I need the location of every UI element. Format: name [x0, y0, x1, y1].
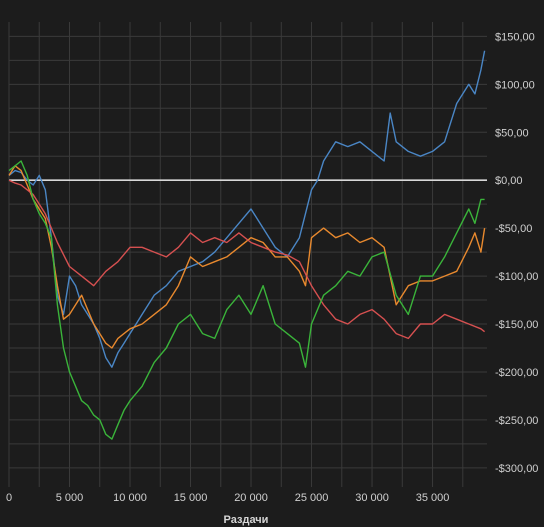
y-tick-label: $0,00 [495, 175, 523, 187]
grid [8, 22, 487, 487]
x-tick-label: 25 000 [295, 492, 329, 504]
y-tick-label: $100,00 [495, 79, 535, 91]
y-tick-label: -$50,00 [495, 223, 532, 235]
x-tick-label: 35 000 [416, 492, 450, 504]
x-tick-label: 20 000 [234, 492, 268, 504]
x-tick-label: 0 [6, 492, 12, 504]
y-tick-label: -$150,00 [495, 319, 538, 331]
y-tick-label: -$250,00 [495, 415, 538, 427]
x-tick-label: 15 000 [174, 492, 208, 504]
series-line-4 [8, 160, 485, 440]
x-tick-label: 30 000 [355, 492, 389, 504]
x-axis-title: Раздачи [224, 514, 269, 526]
series-line-3 [8, 179, 486, 340]
y-tick-label: $50,00 [495, 127, 529, 139]
y-tick-label: -$200,00 [495, 367, 538, 379]
series-line-2 [8, 165, 486, 349]
y-tick-label: $150,00 [495, 31, 535, 43]
x-tick-label: 5 000 [56, 492, 84, 504]
x-axis-labels: 0 5 000 10 000 15 000 20 000 25 000 30 000 35 0… [6, 492, 449, 504]
series-lines [8, 50, 486, 440]
y-axis-labels: $150,00 $100,00 $50,00 $0,00 -$50,00 -$100,00… [495, 31, 538, 474]
y-tick-label: -$300,00 [495, 463, 538, 475]
x-tick-label: 10 000 [113, 492, 147, 504]
series-line-1 [8, 50, 486, 368]
y-tick-label: -$100,00 [495, 271, 538, 283]
